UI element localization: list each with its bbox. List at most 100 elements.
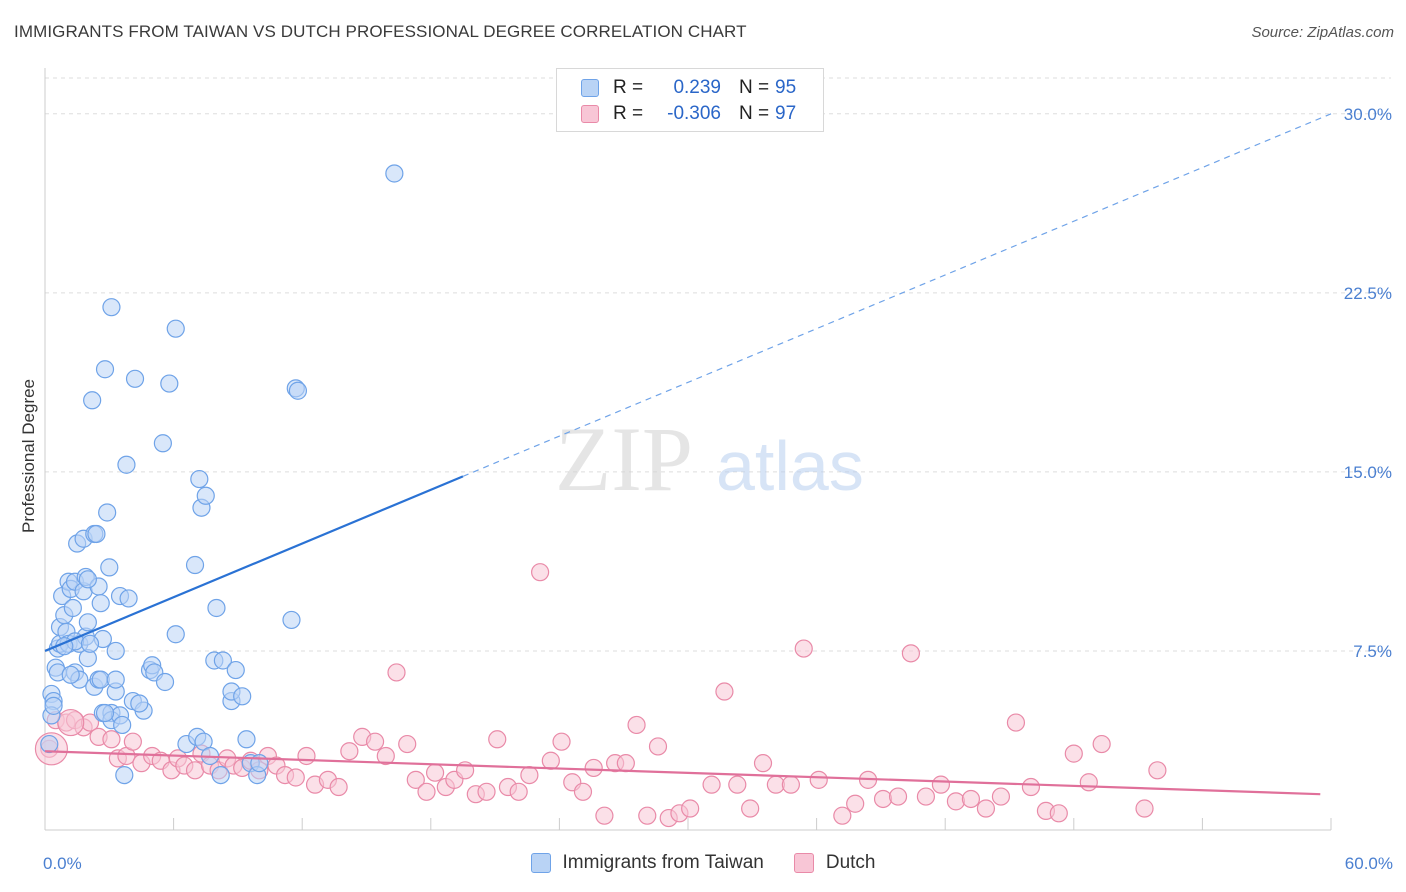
taiwan-point [40, 734, 59, 754]
dutch-point [946, 792, 966, 811]
y-axis-label: Professional Degree [19, 379, 38, 533]
watermark-atlas: atlas [716, 427, 864, 505]
taiwan-point [102, 298, 121, 317]
taiwan-point [115, 765, 134, 785]
legend-r-value: 0.239 [673, 77, 721, 98]
taiwan-point [83, 391, 102, 410]
dutch-point [425, 763, 445, 782]
taiwan-point [282, 610, 301, 630]
dutch-point [1049, 804, 1068, 823]
dutch-point [329, 777, 348, 797]
y-tick-label: 15.0% [1344, 463, 1392, 482]
taiwan-point [95, 703, 115, 723]
dutch-point [833, 806, 852, 825]
taiwan-point [155, 672, 175, 692]
taiwan-point [207, 598, 226, 618]
dutch-point [1079, 773, 1098, 792]
source-label: Source: ZipAtlas.com [1251, 24, 1394, 41]
dutch-point [809, 770, 828, 789]
dutch-point [728, 775, 747, 794]
taiwan-point [63, 598, 82, 618]
legend-row-taiwan: R = 0.239 N = 95 [581, 76, 796, 100]
taiwan-point [196, 486, 215, 505]
dutch-point [584, 758, 603, 778]
dutch-point [627, 715, 646, 735]
taiwan-point [44, 696, 63, 715]
x-tick-label: 60.0% [1345, 854, 1393, 873]
dutch-point [365, 732, 385, 751]
series-legend-label: Dutch [825, 852, 876, 873]
dutch-point [961, 789, 981, 809]
dutch-point [753, 754, 773, 773]
series-swatch-dutch [793, 853, 814, 873]
dutch-point [873, 789, 893, 809]
dutch-point [1135, 799, 1154, 818]
dutch-point [376, 746, 395, 766]
dutch-point [846, 794, 865, 813]
taiwan-point [166, 625, 185, 644]
legend-swatch-taiwan [581, 79, 599, 97]
taiwan-point [125, 369, 145, 388]
legend-r-value: -0.306 [667, 103, 721, 124]
series-legend-label: Immigrants from Taiwan [562, 852, 764, 873]
taiwan-point [130, 694, 149, 713]
taiwan-point [106, 670, 125, 689]
dutch-point [888, 787, 908, 806]
taiwan-point [166, 319, 185, 338]
series-legend-taiwan[interactable]: Immigrants from Taiwan [530, 852, 764, 874]
taiwan-point [160, 374, 179, 393]
gridlines [45, 77, 1391, 652]
dutch-point [715, 682, 734, 701]
taiwan-point [213, 651, 232, 670]
y-tick-label: 30.0% [1344, 105, 1392, 124]
dutch-point [931, 775, 951, 794]
taiwan-trend-extension [462, 113, 1332, 477]
taiwan-point [226, 660, 245, 680]
dutch-point [573, 782, 593, 801]
taiwan-point [233, 687, 252, 706]
dutch-point [1006, 713, 1026, 732]
taiwan-point [78, 613, 97, 632]
taiwan-point [106, 641, 125, 661]
dutch-point [901, 644, 921, 663]
series-legend-dutch[interactable]: Dutch [793, 852, 876, 874]
dutch-point [398, 734, 417, 754]
taiwan-point [117, 455, 136, 474]
legend-r-label: R = [613, 77, 644, 98]
taiwan-point [385, 164, 404, 183]
dutch-point [531, 563, 550, 582]
legend-n-value: 95 [775, 77, 797, 98]
taiwan-point [119, 589, 138, 608]
dutch-point [1092, 734, 1111, 754]
dutch-point [509, 782, 528, 801]
series-legend: Immigrants from Taiwan Dutch [0, 852, 1406, 874]
taiwan-point [237, 730, 256, 749]
dutch-point [552, 732, 571, 751]
dutch-point [102, 730, 121, 749]
dutch-point-cluster [57, 708, 85, 737]
legend-swatch-dutch [581, 105, 599, 123]
taiwan-point [61, 665, 80, 684]
dutch-trend-line [44, 750, 1321, 796]
taiwan-point [211, 765, 230, 785]
dutch-point [1064, 744, 1083, 763]
dutch-point [681, 799, 700, 818]
correlation-legend: R = 0.239 N = 95 R = -0.306 N = 97 [556, 68, 824, 132]
taiwan-point [185, 555, 205, 575]
dutch-point [477, 782, 496, 801]
taiwan-point [95, 360, 115, 379]
dutch-point [781, 775, 800, 794]
dutch-point [1021, 777, 1041, 797]
dutch-point [520, 765, 539, 785]
taiwan-point [98, 503, 117, 522]
taiwan-point [288, 381, 308, 400]
taiwan-trend-line [44, 475, 464, 652]
dutch-point [387, 663, 406, 682]
taiwan-point [190, 469, 209, 489]
taiwan-point [78, 570, 97, 589]
legend-n-label: N = [739, 77, 770, 98]
dutch-point [638, 806, 657, 825]
dutch-point [541, 751, 560, 770]
dutch-point [976, 799, 996, 818]
chart-title: IMMIGRANTS FROM TAIWAN VS DUTCH PROFESSI… [14, 22, 747, 41]
